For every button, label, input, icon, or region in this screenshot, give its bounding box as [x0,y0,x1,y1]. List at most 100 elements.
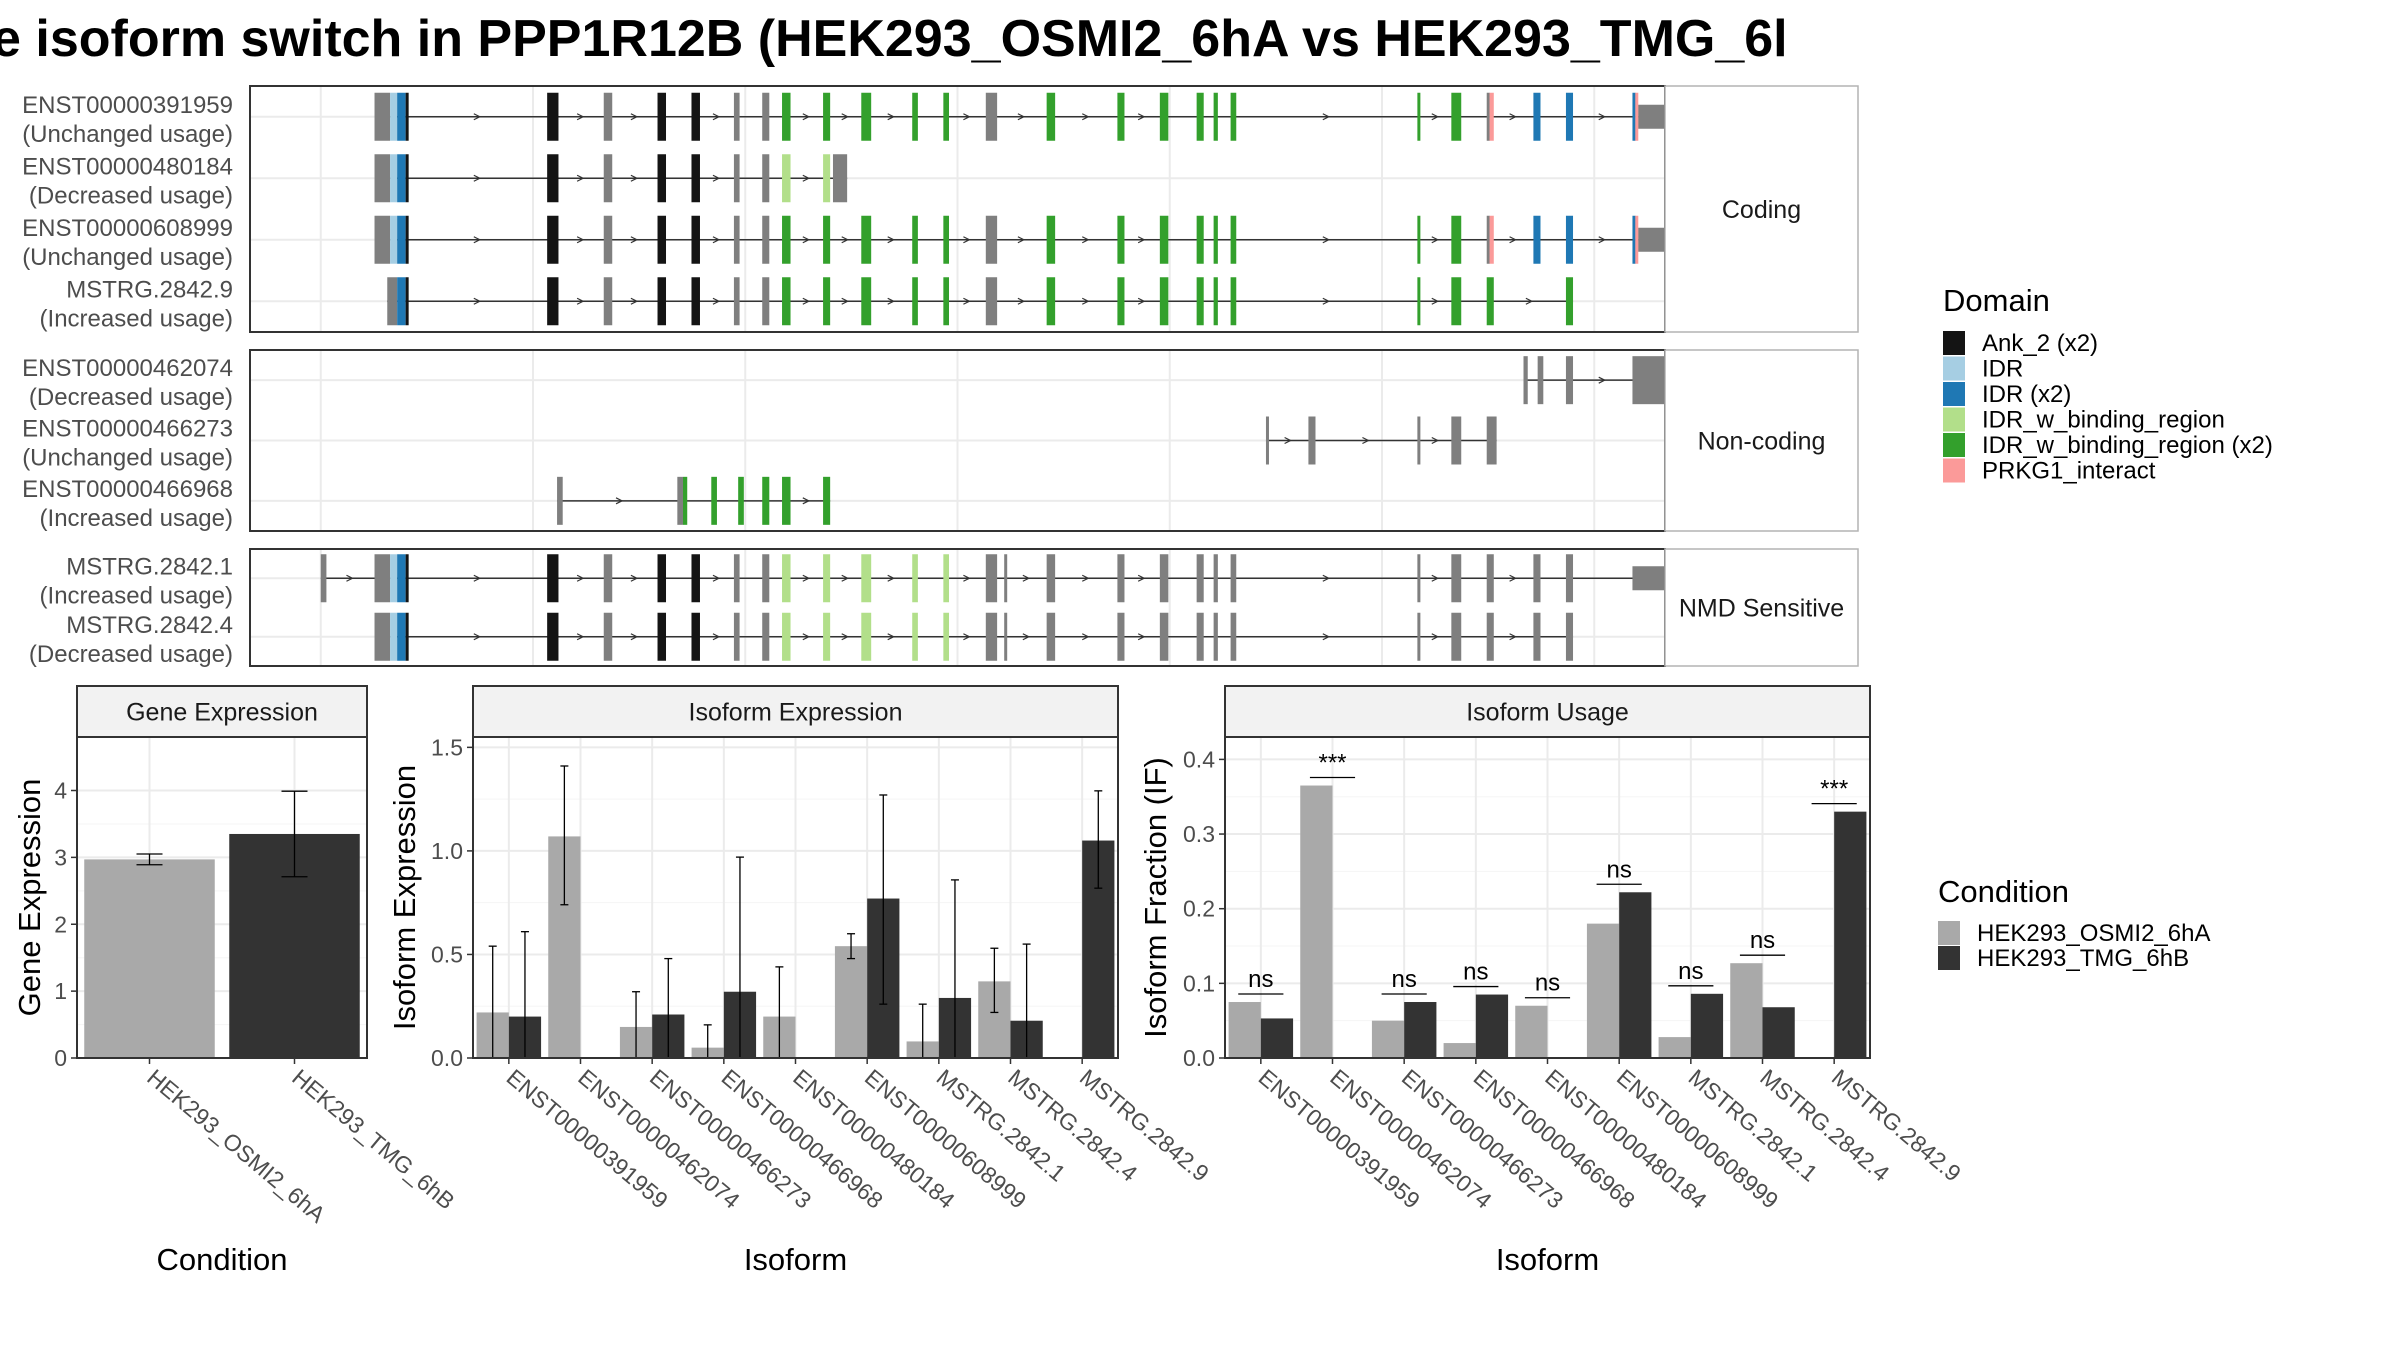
intron-direction-arrow [1022,633,1031,641]
exon-block [823,277,831,326]
exon-block [547,277,559,326]
intron-direction-arrow [1509,236,1517,244]
y-tick-label: 0.5 [431,941,463,967]
intron-direction-arrow [1509,574,1517,582]
exon-block [405,277,409,326]
exon-block [374,554,391,603]
exon-block [782,612,791,661]
y-axis-title: Isoform Fraction (IF) [1138,757,1173,1038]
exon-block [733,277,740,326]
bar [1515,1005,1548,1058]
intron-direction-arrow [1082,574,1090,582]
transcript-MSTRG.2842.9: MSTRG.2842.9(Increased usage) [40,276,1574,332]
facet-strip-label: NMD Sensitive [1679,595,1844,623]
bar [1690,993,1724,1058]
bar [1619,892,1652,1058]
exon-block [1565,554,1574,603]
intron-direction-arrow [1137,574,1146,582]
intron-direction-arrow [1431,236,1440,244]
exon-block [603,92,613,141]
exon-block [1565,92,1574,141]
bar [1730,963,1763,1058]
x-axis-title: Isoform [1496,1242,1599,1277]
significance-label: ns [1248,966,1273,993]
y-tick-label: 3 [54,844,67,870]
intron-direction-arrow [802,574,811,582]
intron-direction-arrow [473,236,482,244]
facet-strip-label: Coding [1722,196,1801,224]
y-tick-label: 0.0 [431,1045,463,1071]
exon-block [1417,554,1421,603]
exon-block [547,612,559,661]
exon-block [782,215,791,264]
exon-block [912,554,918,603]
significance-label: ns [1678,958,1703,985]
intron-direction-arrow [630,574,639,582]
intron-direction-arrow [1082,113,1090,121]
condition-legend-title: Condition [1938,874,2069,909]
domain-legend-title: Domain [1943,283,2050,318]
exon-block [782,154,791,203]
exon-block [603,554,613,603]
exon-block [603,612,613,661]
exon-block [912,612,918,661]
exon-block [1489,215,1494,264]
bar [834,946,868,1058]
intron-direction-arrow [712,633,721,641]
exon-block [1159,612,1169,661]
exon-block [1046,612,1056,661]
intron-direction-arrow [963,113,971,121]
transcript-id-label: ENST00000480184 [22,153,233,180]
transcript-usage-label: (Unchanged usage) [22,445,233,472]
exon-block [1451,612,1462,661]
intron-direction-arrow [887,236,896,244]
exon-block [1117,92,1125,141]
domain-legend-label: IDR_w_binding_region (x2) [1982,432,2273,459]
intron-direction-arrow [1431,436,1440,445]
intron-direction-arrow [576,633,585,641]
x-tick-label: MSTRG.2842.9 [1075,1064,1214,1187]
intron-direction-arrow [615,497,624,505]
transcript-usage-label: (Decreased usage) [29,641,233,668]
intron-direction-arrow [887,633,896,641]
exon-block [912,215,918,264]
y-tick-label: 1.5 [431,734,463,760]
intron-direction-arrow [887,574,896,582]
exon-block [1196,92,1204,141]
exon-block [943,277,950,326]
intron-direction-arrow [712,113,721,121]
exon-block [943,612,950,661]
exon-block [762,476,770,525]
exon-block [1451,277,1462,326]
exon-block [861,612,872,661]
intron-direction-arrow [473,174,482,182]
exon-block [657,154,667,203]
intron-direction-arrow [473,297,482,305]
intron-direction-arrow [802,497,811,505]
exon-block [1523,356,1528,405]
exon-block [390,92,398,141]
exon-block [657,554,667,603]
exon-block [405,612,409,661]
exon-block [823,92,831,141]
domain-legend-label: IDR (x2) [1982,381,2071,408]
facet-strip [1664,548,1859,667]
exon-block [374,154,391,203]
exon-block [1196,277,1204,326]
exon-block [1159,215,1169,264]
exon-block [1533,612,1541,661]
y-tick-label: 0.2 [1183,896,1215,922]
exon-block [1196,215,1204,264]
intron-direction-arrow [1284,436,1292,445]
intron-direction-arrow [630,113,639,121]
x-tick-label: MSTRG.2842.9 [1827,1064,1966,1187]
intron-direction-arrow [1017,236,1026,244]
exon-block [1632,92,1636,141]
exon-block [677,476,683,525]
intron-direction-arrow [1509,633,1517,641]
exon-block [603,154,613,203]
exon-block [1117,215,1125,264]
transcript-usage-label: (Increased usage) [40,505,233,532]
x-axis-title: Condition [157,1242,288,1277]
